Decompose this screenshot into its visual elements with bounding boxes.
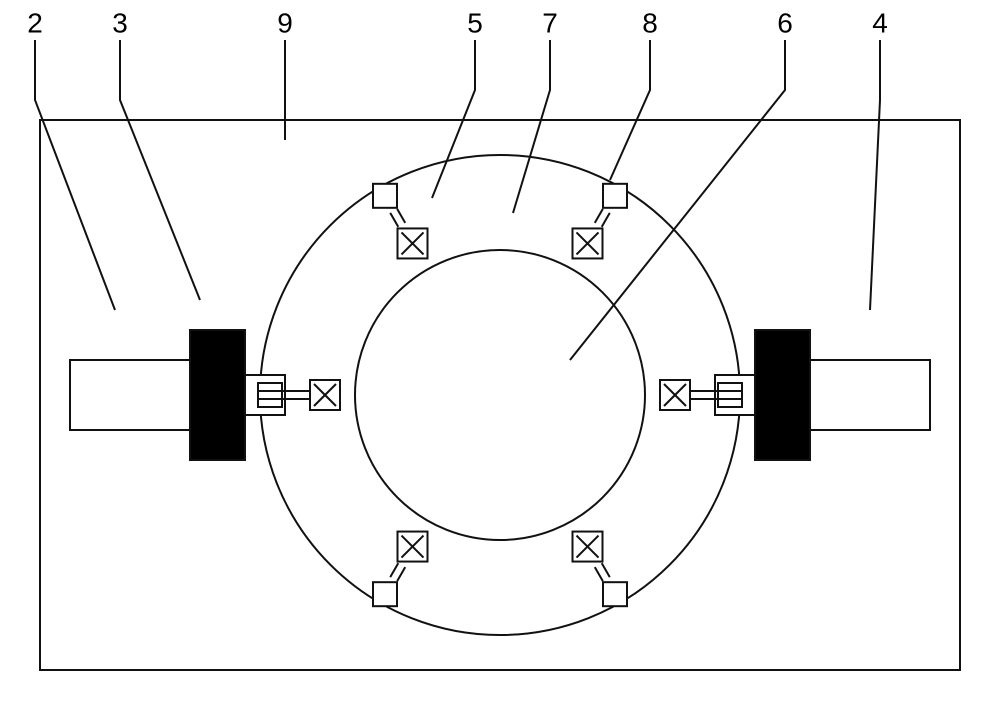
- diagram-canvas: 2 3 9 5 7 8 6 4: [0, 0, 1000, 717]
- tab-rect: [373, 184, 397, 208]
- connector-line: [595, 209, 603, 223]
- callout-leader: [513, 40, 550, 213]
- callout-label: 6: [777, 7, 793, 38]
- connector-line: [602, 213, 610, 227]
- radial-unit-60: [573, 532, 628, 607]
- tab-rect: [258, 383, 282, 407]
- connector-line: [602, 563, 610, 577]
- radial-unit-0: [660, 380, 742, 410]
- radial-unit-120: [373, 532, 428, 607]
- callout-leader: [35, 40, 115, 310]
- callout-leader: [870, 40, 880, 310]
- tab-rect: [603, 582, 627, 606]
- callout-label: 3: [112, 7, 128, 38]
- right-assembly: [715, 330, 930, 460]
- radial-unit-180: [258, 380, 340, 410]
- connector-line: [390, 563, 398, 577]
- callout-label: 9: [277, 7, 293, 38]
- callout-leader: [610, 40, 650, 180]
- connector-line: [397, 209, 405, 223]
- inner-circle: [355, 250, 645, 540]
- callout-label: 2: [27, 7, 43, 38]
- connector-line: [397, 567, 405, 581]
- callout-8: 8: [610, 7, 658, 180]
- callout-label: 8: [642, 7, 658, 38]
- callout-3: 3: [112, 7, 200, 300]
- left-assembly: [70, 330, 285, 460]
- radial-unit-240: [373, 184, 428, 259]
- tab-rect: [373, 582, 397, 606]
- tab-rect: [718, 383, 742, 407]
- callout-label: 4: [872, 7, 888, 38]
- radial-unit-300: [573, 184, 628, 259]
- connector-line: [595, 567, 603, 581]
- connector-line: [390, 213, 398, 227]
- callout-5: 5: [432, 7, 483, 198]
- callout-label: 7: [542, 7, 558, 38]
- tab-rect: [603, 184, 627, 208]
- callout-7: 7: [513, 7, 558, 213]
- callout-leader: [120, 40, 200, 300]
- callout-4: 4: [870, 7, 888, 310]
- callout-label: 5: [467, 7, 483, 38]
